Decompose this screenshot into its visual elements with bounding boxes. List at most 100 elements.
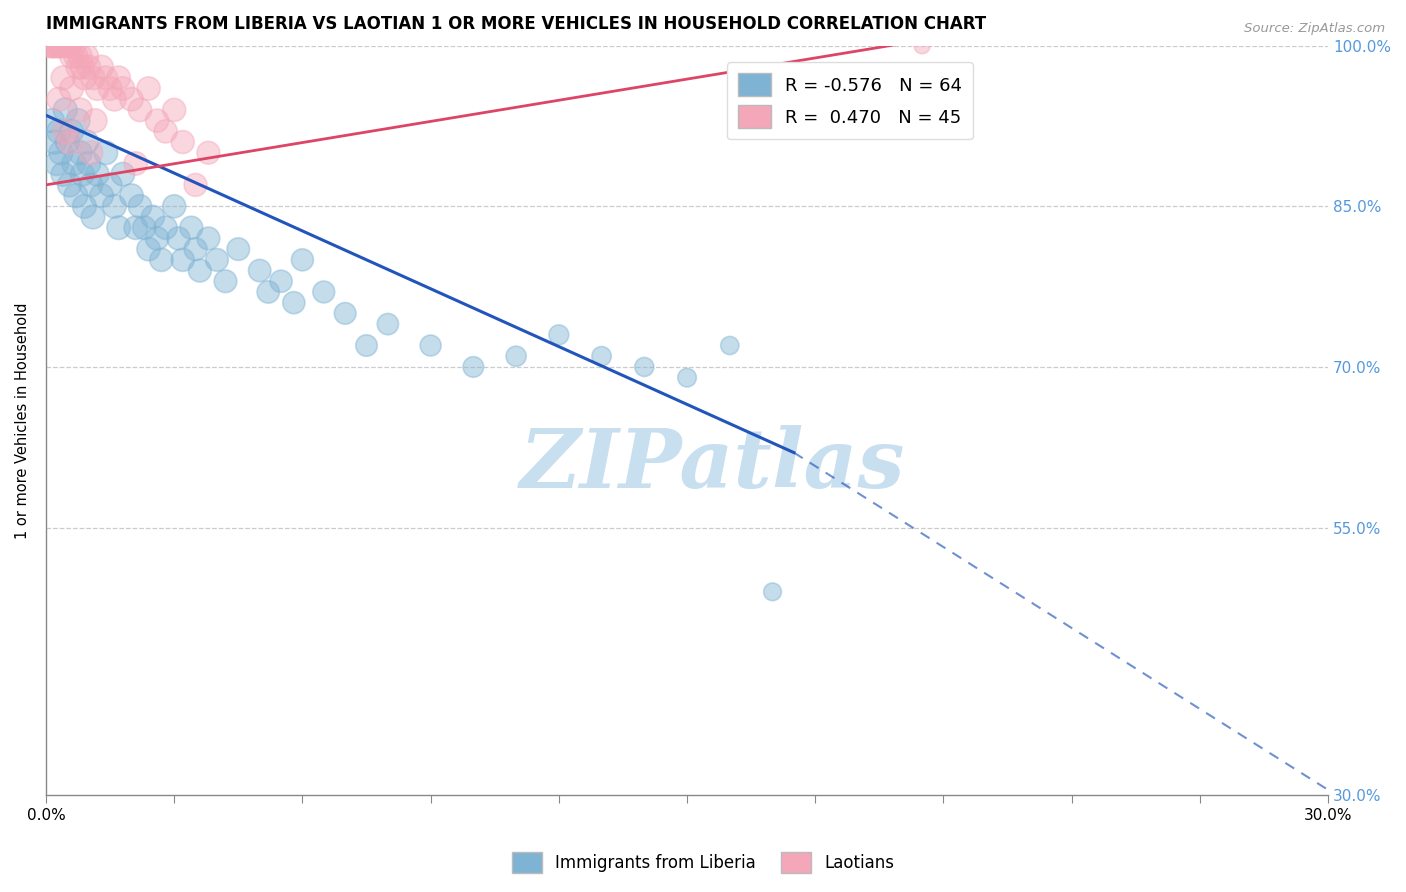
Point: [77, 60, 100, 74]
Point: [60, 49, 83, 63]
Point: [48, 38, 70, 53]
Point: [44, 38, 66, 53]
Point: [73, 70, 96, 85]
Y-axis label: 1 or more Vehicles in Household: 1 or more Vehicles in Household: [15, 302, 30, 539]
Point: [98, 81, 121, 95]
Point: [66, 60, 89, 74]
Point: [80, 145, 103, 160]
Point: [167, 231, 190, 245]
Point: [205, 252, 228, 267]
Point: [138, 81, 160, 95]
Point: [257, 285, 280, 299]
Point: [60, 124, 83, 138]
Point: [270, 274, 292, 288]
Point: [197, 231, 219, 245]
Point: [184, 242, 207, 256]
Point: [911, 38, 934, 53]
Text: IMMIGRANTS FROM LIBERIA VS LAOTIAN 1 OR MORE VEHICLES IN HOUSEHOLD CORRELATION C: IMMIGRANTS FROM LIBERIA VS LAOTIAN 1 OR …: [46, 15, 986, 33]
Point: [505, 349, 527, 363]
Point: [84, 113, 107, 128]
Point: [48, 92, 70, 106]
Point: [129, 199, 152, 213]
Point: [49, 145, 72, 160]
Point: [73, 199, 96, 213]
Point: [39, 38, 62, 53]
Point: [94, 70, 117, 85]
Point: [72, 60, 94, 74]
Point: [69, 49, 91, 63]
Point: [90, 188, 112, 202]
Point: [172, 252, 194, 267]
Point: [44, 135, 66, 149]
Point: [45, 156, 67, 170]
Point: [676, 370, 699, 384]
Point: [111, 167, 134, 181]
Point: [120, 188, 142, 202]
Point: [62, 38, 84, 53]
Point: [58, 135, 80, 149]
Point: [283, 295, 305, 310]
Point: [82, 70, 104, 85]
Point: [633, 359, 655, 374]
Point: [172, 135, 194, 149]
Point: [155, 124, 177, 138]
Point: [107, 70, 129, 85]
Point: [58, 38, 80, 53]
Point: [125, 156, 148, 170]
Point: [60, 81, 83, 95]
Point: [312, 285, 335, 299]
Point: [377, 317, 399, 331]
Point: [58, 178, 80, 192]
Point: [49, 38, 72, 53]
Legend: Immigrants from Liberia, Laotians: Immigrants from Liberia, Laotians: [505, 846, 901, 880]
Point: [134, 220, 156, 235]
Point: [48, 124, 70, 138]
Point: [69, 145, 91, 160]
Point: [146, 113, 169, 128]
Point: [291, 252, 314, 267]
Point: [718, 338, 741, 352]
Point: [547, 327, 569, 342]
Point: [41, 113, 63, 128]
Point: [56, 38, 79, 53]
Point: [163, 103, 186, 117]
Point: [761, 584, 783, 599]
Point: [356, 338, 378, 352]
Point: [82, 210, 104, 224]
Point: [45, 38, 67, 53]
Point: [142, 210, 165, 224]
Point: [65, 188, 87, 202]
Point: [146, 231, 169, 245]
Point: [184, 178, 207, 192]
Point: [163, 199, 186, 213]
Point: [65, 49, 87, 63]
Point: [52, 38, 75, 53]
Point: [107, 220, 129, 235]
Point: [98, 178, 121, 192]
Point: [69, 103, 91, 117]
Point: [76, 49, 98, 63]
Point: [419, 338, 441, 352]
Point: [52, 167, 75, 181]
Point: [62, 156, 84, 170]
Point: [66, 113, 89, 128]
Point: [86, 167, 108, 181]
Point: [125, 220, 148, 235]
Point: [53, 103, 76, 117]
Point: [77, 156, 100, 170]
Point: [249, 263, 271, 277]
Point: [150, 252, 173, 267]
Point: [138, 242, 160, 256]
Text: ZIPatlas: ZIPatlas: [520, 425, 905, 506]
Point: [197, 145, 219, 160]
Point: [80, 178, 103, 192]
Text: Source: ZipAtlas.com: Source: ZipAtlas.com: [1244, 22, 1385, 36]
Point: [155, 220, 177, 235]
Legend: R = -0.576   N = 64, R =  0.470   N = 45: R = -0.576 N = 64, R = 0.470 N = 45: [727, 62, 973, 139]
Point: [56, 135, 79, 149]
Point: [591, 349, 613, 363]
Point: [103, 199, 125, 213]
Point: [129, 103, 152, 117]
Point: [103, 92, 125, 106]
Point: [90, 60, 112, 74]
